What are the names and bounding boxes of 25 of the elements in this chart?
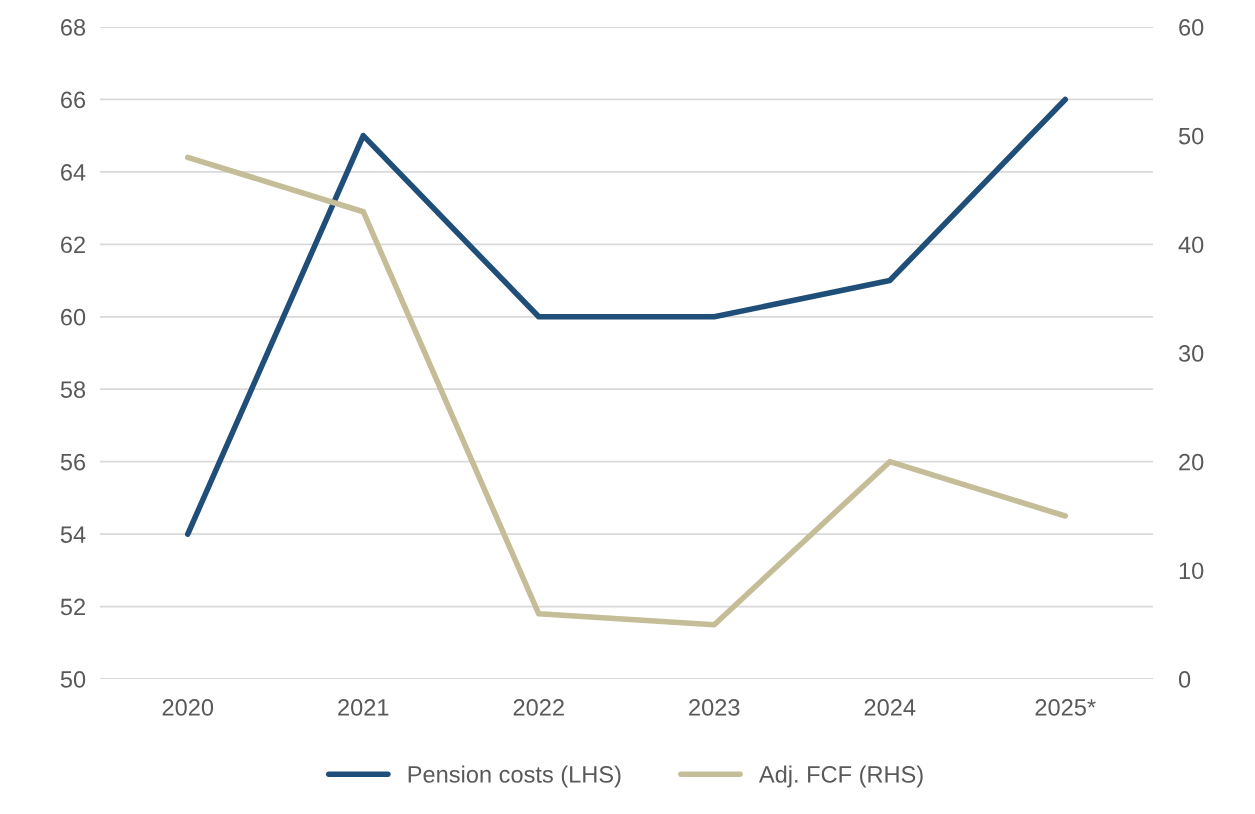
y2-tick-label: 0 [1178, 671, 1191, 688]
legend-label: Adj. FCF (RHS) [758, 765, 923, 788]
y2-tick-label: 30 [1178, 345, 1204, 362]
y-tick-label: 58 [60, 381, 86, 399]
y-tick-label: 50 [60, 671, 86, 688]
y-tick-label: 56 [60, 453, 86, 471]
y2-tick-label: 60 [1179, 19, 1204, 36]
x-tick-label: 2025* [1035, 699, 1096, 716]
y2-tick-label: 50 [1178, 127, 1204, 145]
y2-tick-label: 20 [1179, 453, 1204, 471]
y2-tick-label: 10 [1179, 562, 1204, 580]
y-tick-label: 60 [61, 308, 86, 326]
x-tick-label: 2022 [513, 699, 564, 716]
x-tick-label: 2020 [162, 699, 214, 716]
y-tick-label: 68 [61, 19, 86, 36]
y-tick-label: 54 [60, 526, 86, 543]
y2-tick-label: 40 [1178, 236, 1204, 254]
y-tick-label: 66 [61, 91, 86, 109]
y-tick-label: 52 [60, 598, 85, 616]
x-tick-label: 2021 [338, 699, 389, 716]
x-tick-label: 2023 [689, 699, 740, 716]
legend-label: Pension costs (LHS) [408, 765, 621, 788]
y-tick-label: 64 [61, 163, 86, 181]
x-tick-label: 2024 [864, 699, 916, 716]
y-tick-label: 62 [61, 236, 85, 254]
